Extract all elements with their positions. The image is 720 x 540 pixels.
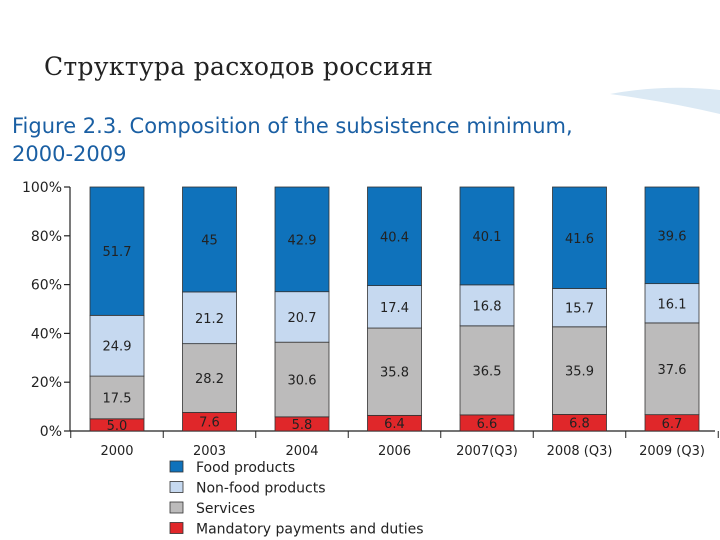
chart: Figure 2.3. Composition of the subsisten… [12, 114, 719, 538]
bar-segment-non-food-products [459, 284, 515, 327]
data-label: 5.8 [292, 418, 313, 433]
x-tick-label: 2000 [100, 444, 133, 459]
bar-segment-services [367, 327, 422, 416]
x-tick-label: 2007(Q3) [456, 444, 518, 459]
bar-segment-food-products [182, 186, 237, 293]
bar-segment-non-food-products [182, 291, 237, 345]
data-label: 7.6 [199, 416, 220, 431]
legend-swatch [169, 522, 184, 534]
legend-swatch [169, 481, 184, 493]
bar-segment-food-products [89, 186, 145, 316]
bar-segment-non-food-products [89, 314, 145, 377]
chart-title-line-1: Figure 2.3. Composition of the subsisten… [12, 114, 573, 138]
data-label: 41.6 [565, 232, 594, 247]
bar-segment-services [644, 322, 700, 416]
data-label: 42.9 [288, 233, 317, 248]
y-tick-label: 20% [31, 375, 62, 391]
legend-label: Mandatory payments and duties [196, 522, 424, 538]
data-label: 37.6 [658, 363, 687, 378]
data-label: 15.7 [565, 302, 594, 317]
data-label: 21.2 [195, 312, 224, 327]
y-tick-label: 80% [31, 229, 62, 245]
data-label: 5.0 [107, 419, 128, 434]
legend-label: Non-food products [196, 481, 326, 497]
x-tick-label: 2006 [378, 444, 411, 459]
decorative-swoosh [610, 87, 720, 114]
data-label: 35.9 [565, 365, 594, 380]
slide-title: Структура расходов россиян [44, 52, 434, 81]
legend-label: Services [196, 501, 255, 517]
bar-segment-services [182, 343, 237, 413]
bar-segment-services [552, 326, 607, 415]
data-label: 45 [201, 233, 218, 248]
data-label: 16.1 [658, 297, 687, 312]
x-tick-label: 2003 [193, 444, 226, 459]
bar-segment-non-food-products [274, 291, 330, 343]
legend: Food products Non-food products Services Ma… [169, 460, 424, 538]
data-label: 28.2 [195, 372, 224, 387]
data-label: 20.7 [288, 311, 317, 326]
x-tick-label: 2009 (Q3) [639, 444, 705, 459]
bar-segment-food-products [367, 186, 422, 286]
bar-segment-services [459, 325, 515, 416]
x-tick-label: 2004 [285, 444, 318, 459]
bar-segment-food-products [274, 186, 330, 293]
y-tick-label: 100% [22, 180, 62, 196]
data-label: 6.7 [662, 417, 683, 432]
chart-title-line-2: 2000-2009 [12, 142, 126, 166]
legend-label: Food products [196, 460, 295, 476]
y-tick-label: 0% [40, 424, 62, 440]
data-label: 35.8 [380, 366, 409, 381]
data-label: 36.5 [473, 364, 502, 379]
bar-segment-non-food-products [644, 283, 700, 324]
data-label: 24.9 [103, 340, 132, 355]
data-label: 6.8 [569, 417, 590, 432]
y-tick-label: 40% [31, 326, 62, 342]
data-label: 39.6 [658, 229, 687, 244]
bar-segment-services [89, 375, 145, 420]
y-tick-label: 60% [31, 278, 62, 294]
data-label: 6.4 [384, 417, 405, 432]
data-label: 40.4 [380, 230, 409, 245]
plot-area: 0% 20% 40% 60% 80% 100% 5.0 17.5 24.9 51.7 2000 7.6… [22, 180, 719, 459]
bar-segment-non-food-products [552, 288, 607, 328]
data-label: 16.8 [473, 299, 502, 314]
legend-swatch [169, 501, 184, 514]
data-label: 40.1 [473, 230, 502, 245]
bar-segment-food-products [552, 186, 607, 289]
bar-segment-non-food-products [367, 285, 422, 329]
data-label: 17.4 [380, 301, 409, 316]
legend-swatch [169, 460, 184, 473]
data-label: 17.5 [103, 391, 132, 406]
data-label: 51.7 [103, 245, 132, 260]
data-label: 6.6 [477, 417, 498, 432]
bar-segment-food-products [459, 186, 515, 286]
data-label: 30.6 [288, 374, 317, 389]
x-tick-label: 2008 (Q3) [547, 444, 613, 459]
bar-segment-food-products [644, 186, 700, 285]
